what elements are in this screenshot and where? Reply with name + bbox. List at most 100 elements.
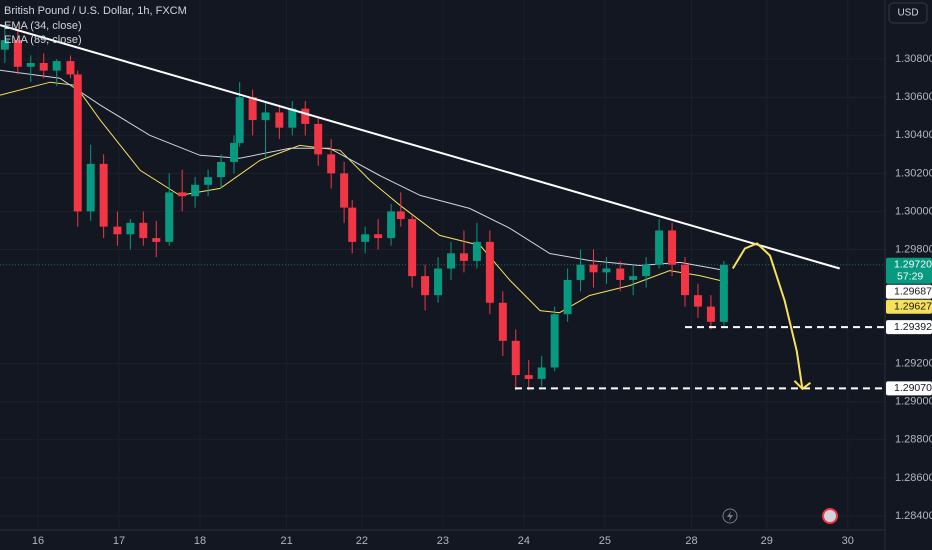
legend-entry: EMA (89, close) — [4, 34, 82, 46]
candle-body — [327, 154, 336, 174]
candle-body — [589, 264, 598, 273]
x-tick-label: 28 — [685, 535, 697, 547]
chart-title: British Pound / U.S. Dollar, 1h, FXCM — [4, 5, 187, 17]
candle-body — [719, 264, 728, 322]
candle-body — [408, 219, 417, 277]
candle-body — [668, 230, 677, 265]
candle-body — [99, 163, 108, 227]
candle-body — [616, 268, 625, 280]
candle-body — [191, 184, 200, 197]
y-tick-label: 1.30400 — [895, 129, 932, 141]
candle-body — [511, 340, 520, 376]
candle-body — [629, 276, 638, 280]
candle-body — [655, 230, 664, 265]
candle-body — [0, 40, 9, 50]
candle-body — [361, 234, 370, 242]
y-tick-label: 1.30000 — [895, 205, 932, 217]
countdown-label: 57:29 — [897, 270, 923, 282]
candle-body — [472, 241, 481, 261]
candle-body — [374, 234, 383, 239]
candle-body — [13, 40, 22, 67]
x-tick-label: 25 — [599, 535, 611, 547]
grid — [0, 0, 885, 530]
price-label-box — [886, 257, 932, 284]
legend-entry: EMA (34, close) — [4, 20, 82, 32]
candle-body — [537, 367, 546, 379]
candle-body — [301, 108, 310, 124]
price-label-box — [886, 299, 932, 314]
candle-body — [602, 268, 611, 273]
y-tick-label: 1.29000 — [895, 396, 932, 408]
candle-body — [52, 61, 61, 71]
lightning-icon — [727, 511, 733, 521]
candle-body — [230, 142, 239, 162]
candle-body — [576, 264, 585, 280]
y-tick-label: 1.28600 — [895, 472, 932, 484]
candle-body — [706, 306, 715, 322]
candle-body — [485, 241, 494, 303]
y-tick-label: 1.29800 — [895, 243, 932, 255]
candle-body — [421, 276, 430, 296]
price-label-box — [886, 381, 932, 396]
x-tick-label: 16 — [32, 535, 44, 547]
currency-label: USD — [897, 8, 918, 19]
y-tick-label: 1.30800 — [895, 53, 932, 65]
plot-area — [0, 24, 885, 391]
candle-body — [340, 173, 349, 208]
trendline — [0, 24, 840, 270]
price-label-box — [886, 320, 932, 335]
price-label: 1.29627 — [894, 300, 932, 312]
y-tick-label: 1.30600 — [895, 91, 932, 103]
x-tick-label: 24 — [518, 535, 530, 547]
candle-body — [642, 264, 651, 277]
price-label: 1.29720 — [894, 258, 932, 270]
lightning-icon[interactable] — [722, 508, 738, 524]
y-tick-label: 1.29200 — [895, 358, 932, 370]
ema-line — [0, 81, 729, 314]
x-tick-label: 30 — [842, 535, 854, 547]
candle-body — [447, 253, 456, 269]
candle-body — [26, 62, 35, 67]
price-label: 1.29070 — [894, 382, 932, 394]
flag-icon[interactable] — [822, 508, 838, 524]
candle-body — [165, 192, 174, 242]
candle-body — [139, 222, 148, 239]
candle-body — [235, 97, 244, 143]
candle-body — [217, 161, 226, 178]
x-tick-label: 23 — [437, 535, 449, 547]
price-label: 1.29687 — [894, 285, 932, 297]
x-tick-label: 18 — [194, 535, 206, 547]
candle-body — [66, 61, 75, 75]
candle-body — [550, 314, 559, 368]
price-label: 1.29392 — [894, 321, 932, 333]
candle-body — [73, 74, 82, 212]
candle-body — [434, 268, 443, 296]
forecast-path — [731, 242, 804, 389]
candle-body — [396, 211, 405, 220]
axes: 1.30800 1.30600 1.30400 1.30200 1.30000 1.298… — [32, 53, 932, 547]
x-tick-label: 21 — [281, 535, 293, 547]
candle-body — [693, 295, 702, 307]
candle-body — [126, 222, 135, 235]
candle-body — [348, 207, 357, 242]
y-tick-label: 1.28800 — [895, 434, 932, 446]
candle-body — [314, 123, 323, 155]
y-tick-label: 1.30200 — [895, 167, 932, 179]
candle-body — [178, 192, 187, 197]
candle-body — [39, 62, 48, 71]
currency-button[interactable] — [888, 2, 928, 24]
candle-body — [248, 97, 257, 121]
x-tick-label: 29 — [761, 535, 773, 547]
candle-body — [563, 279, 572, 315]
forecast-arrowhead — [793, 380, 812, 391]
candle-body — [288, 108, 297, 128]
x-tick-label: 22 — [356, 535, 368, 547]
price-label-box — [886, 284, 932, 299]
candle-body — [204, 177, 213, 185]
x-tick-label: 17 — [113, 535, 125, 547]
candle-body — [524, 375, 533, 379]
candle-body — [275, 112, 284, 128]
candle-body — [498, 302, 507, 341]
